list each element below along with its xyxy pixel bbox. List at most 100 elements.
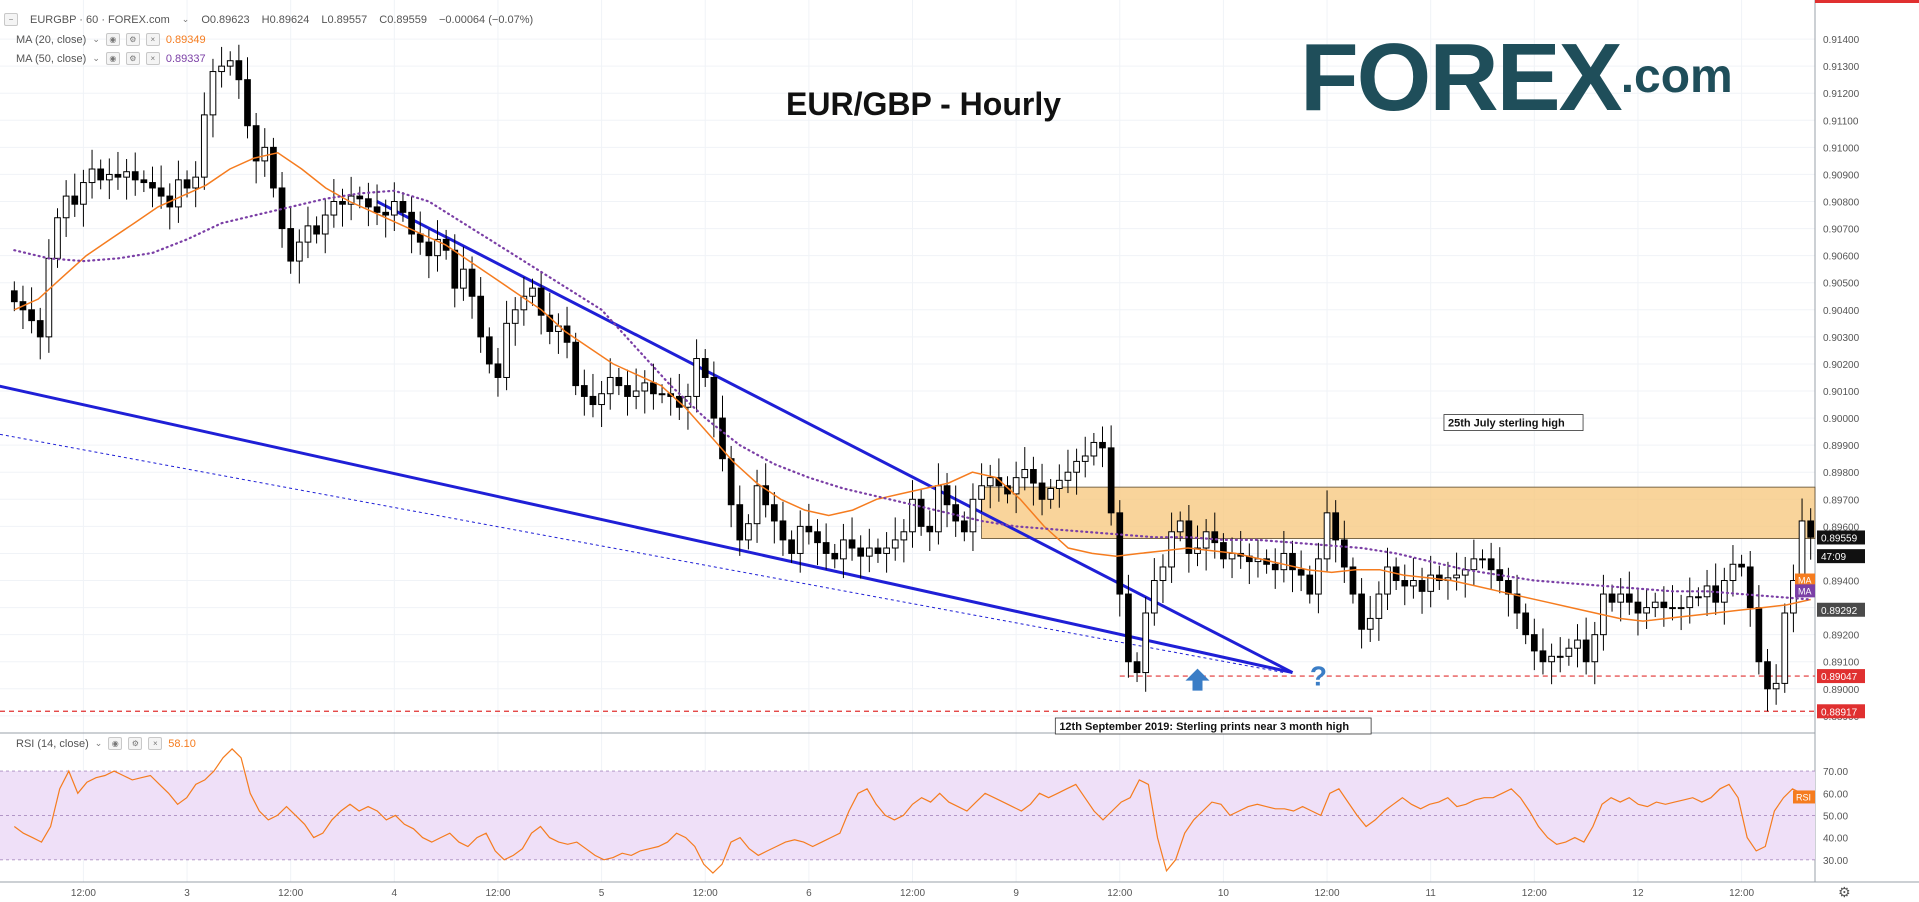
candle — [650, 363, 657, 410]
close-icon[interactable]: × — [145, 33, 160, 46]
price-tick-label: 0.90200 — [1823, 360, 1860, 371]
candle — [390, 182, 398, 232]
candle — [814, 519, 821, 566]
candle — [1807, 508, 1815, 560]
eye-icon[interactable]: ◉ — [105, 33, 120, 46]
candle — [235, 44, 243, 99]
candle — [1297, 550, 1305, 592]
chevron-down-icon[interactable]: ⌄ — [92, 53, 100, 63]
candle — [54, 208, 61, 268]
candle — [675, 373, 683, 420]
time-tick-label: 12 — [1632, 888, 1644, 899]
rsi-tick-label: 30.00 — [1823, 856, 1848, 867]
trendlines — [0, 200, 1294, 675]
chevron-down-icon[interactable]: ⌄ — [94, 738, 103, 748]
time-tick-label: 12:00 — [485, 888, 510, 899]
candle — [684, 383, 692, 430]
candle — [1176, 511, 1184, 542]
resistance-zone-rect — [981, 486, 1816, 539]
candle — [468, 256, 476, 319]
ma20-label[interactable]: MA (20, close) — [16, 33, 87, 46]
candle — [1366, 595, 1374, 642]
candle — [1496, 547, 1504, 594]
candle — [295, 229, 303, 284]
candle — [131, 152, 139, 196]
candle — [840, 523, 847, 579]
candle — [1461, 556, 1469, 598]
candle — [1427, 555, 1435, 608]
candle — [494, 347, 502, 397]
price-tick-label: 0.90600 — [1823, 252, 1860, 263]
candle — [719, 395, 726, 472]
candle — [1012, 461, 1020, 514]
collapse-button[interactable]: − — [4, 13, 18, 26]
chevron-down-icon[interactable]: ⌄ — [181, 14, 190, 24]
ma50-label[interactable]: MA (50, close) — [16, 52, 87, 65]
chevron-down-icon[interactable]: ⌄ — [92, 34, 100, 44]
moving-averages — [13, 151, 1812, 622]
candle — [304, 206, 312, 259]
candle — [313, 216, 320, 244]
candle — [952, 485, 960, 537]
time-tick-label: 12:00 — [1107, 888, 1132, 899]
rsi-badge: RSI — [1793, 790, 1815, 804]
candle — [1332, 500, 1340, 563]
trendline — [376, 200, 1294, 674]
chart-grid — [0, 0, 1919, 883]
candle — [969, 483, 977, 552]
annotations: ? 12th September 2019: Sterling prints ne… — [1054, 414, 1584, 735]
symbol-title[interactable]: EURGBP · 60 · FOREX.com — [30, 13, 170, 26]
candle — [1712, 563, 1720, 615]
candle — [1107, 425, 1115, 526]
time-tick-label: 4 — [392, 888, 398, 899]
candle — [1660, 586, 1668, 627]
candle — [1643, 588, 1650, 629]
candle — [1505, 567, 1512, 617]
eye-icon[interactable]: ◉ — [108, 737, 123, 750]
candle — [503, 300, 510, 391]
eye-icon[interactable]: ◉ — [105, 52, 120, 65]
candle — [1340, 520, 1348, 583]
price-label: 0.89292 — [1817, 602, 1865, 617]
candle — [226, 51, 234, 76]
candle — [753, 469, 761, 543]
gear-icon[interactable]: ⚙ — [125, 33, 140, 46]
candle — [1435, 565, 1443, 590]
candle — [935, 463, 942, 545]
candle — [477, 277, 485, 353]
candle — [1729, 545, 1737, 597]
candle — [693, 339, 700, 413]
candle — [1099, 426, 1106, 468]
candle — [632, 368, 640, 410]
ma-badge: MA — [1795, 573, 1815, 587]
gear-icon[interactable]: ⚙ — [1838, 884, 1851, 900]
candle — [1047, 478, 1055, 509]
resistance-zone — [981, 486, 1816, 539]
candle — [555, 313, 562, 354]
candle — [1591, 621, 1599, 685]
candle — [1548, 643, 1555, 685]
candle — [831, 543, 839, 569]
gear-icon[interactable]: ⚙ — [128, 737, 143, 750]
candle — [1418, 567, 1426, 614]
close-value: C0.89559 — [379, 13, 427, 26]
close-icon[interactable]: × — [148, 737, 163, 750]
ma20-value: 0.89349 — [165, 33, 206, 46]
candle — [580, 369, 588, 416]
candle — [71, 173, 79, 217]
candle — [1150, 558, 1158, 626]
gear-icon[interactable]: ⚙ — [125, 52, 140, 65]
candle — [1470, 539, 1478, 586]
price-label-text: 0.89559 — [1821, 533, 1858, 544]
annotation-label: 25th July sterling high — [1443, 414, 1584, 431]
candle — [1021, 447, 1029, 491]
candle — [770, 491, 778, 544]
candle — [10, 281, 18, 312]
price-label-text: 0.89292 — [1821, 606, 1858, 617]
candle — [1401, 564, 1409, 606]
close-icon[interactable]: × — [145, 52, 160, 65]
time-tick-label: 12:00 — [1315, 888, 1340, 899]
rsi-label[interactable]: RSI (14, close) — [16, 737, 89, 750]
change-value: −0.00064 (−0.07%) — [438, 13, 534, 26]
